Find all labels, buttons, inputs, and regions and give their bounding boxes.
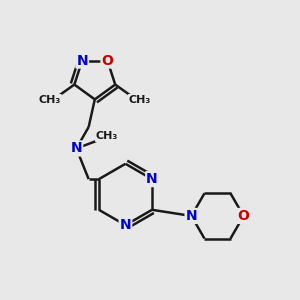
- Text: N: N: [120, 218, 131, 232]
- Text: N: N: [186, 209, 197, 223]
- Text: N: N: [76, 54, 88, 68]
- Text: O: O: [101, 54, 113, 68]
- Text: CH₃: CH₃: [129, 95, 151, 105]
- Text: O: O: [238, 209, 250, 223]
- Text: N: N: [146, 172, 158, 186]
- Text: CH₃: CH₃: [96, 131, 118, 141]
- Text: N: N: [70, 142, 82, 155]
- Text: CH₃: CH₃: [39, 95, 61, 105]
